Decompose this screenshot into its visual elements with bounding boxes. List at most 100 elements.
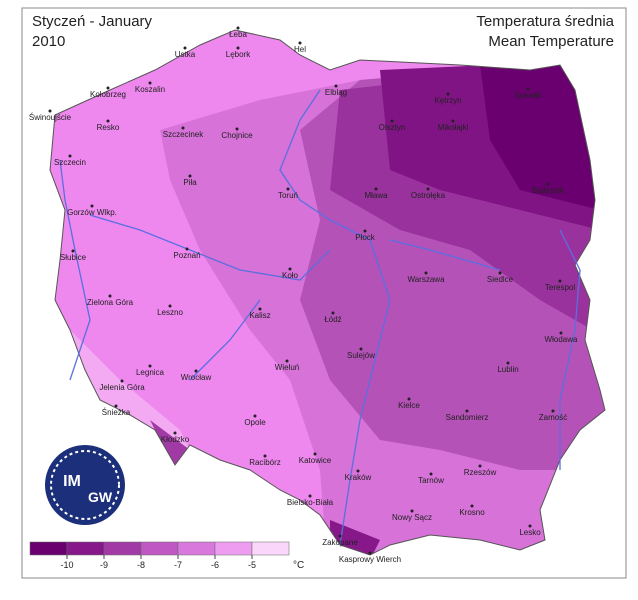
city-marker	[356, 469, 360, 473]
city-label: Lublin	[497, 365, 518, 374]
city-label: Rzeszów	[464, 468, 497, 477]
city-marker	[236, 26, 240, 30]
city-marker	[194, 369, 198, 373]
city-label: Gorzów Wlkp.	[67, 208, 117, 217]
city-marker	[308, 494, 312, 498]
city-label: Mława	[364, 191, 388, 200]
city-marker	[526, 87, 530, 91]
city-label: Śnieżka	[102, 408, 131, 417]
city-marker	[120, 379, 124, 383]
city-marker	[236, 46, 240, 50]
year: 2010	[32, 33, 65, 50]
city-marker	[168, 304, 172, 308]
city-marker	[558, 279, 562, 283]
city-label: Zakopane	[322, 538, 358, 547]
city-label: Terespol	[545, 283, 575, 292]
city-label: Zamość	[539, 413, 567, 422]
city-marker	[114, 404, 118, 408]
legend: -10 -9 -8 -7 -6 -5 °C	[29, 541, 304, 571]
city-marker	[71, 249, 75, 253]
city-marker	[68, 154, 72, 158]
city-label: Włodawa	[545, 335, 578, 344]
city-marker	[181, 126, 185, 130]
city-label: Wrocław	[181, 373, 212, 382]
legend-swatch	[214, 541, 253, 556]
city-marker	[90, 204, 94, 208]
city-label: Nowy Sącz	[392, 513, 432, 522]
city-label: Mikołajki	[438, 123, 469, 132]
city-label: Koszalin	[135, 85, 165, 94]
city-marker	[407, 397, 411, 401]
city-label: Opole	[244, 418, 266, 427]
city-label: Resko	[97, 123, 120, 132]
city-label: Ustka	[175, 50, 196, 59]
city-label: Hel	[294, 45, 306, 54]
city-marker	[528, 524, 532, 528]
city-marker	[551, 409, 555, 413]
city-marker	[451, 119, 455, 123]
city-label: Płock	[355, 233, 376, 242]
city-marker	[368, 551, 372, 555]
city-label: Kalisz	[249, 311, 270, 320]
city-marker	[446, 92, 450, 96]
logo: IM GW	[45, 445, 125, 525]
legend-swatch	[140, 541, 179, 556]
legend-unit: °C	[293, 560, 304, 571]
city-marker	[410, 509, 414, 513]
title: Styczeń - January	[32, 13, 153, 30]
city-marker	[235, 127, 239, 131]
city-label: Lębork	[226, 50, 251, 59]
city-marker	[498, 271, 502, 275]
city-marker	[424, 271, 428, 275]
city-marker	[288, 267, 292, 271]
city-marker	[546, 182, 550, 186]
city-marker	[263, 454, 267, 458]
city-marker	[478, 464, 482, 468]
legend-swatch	[251, 541, 290, 556]
city-marker	[559, 331, 563, 335]
logo-text: IM	[63, 473, 81, 490]
city-marker	[334, 84, 338, 88]
city-label: Siedlce	[487, 275, 514, 284]
city-label: Ostrołęka	[411, 191, 446, 200]
city-label: Bielsko-Biała	[287, 498, 334, 507]
city-marker	[106, 119, 110, 123]
city-marker	[429, 472, 433, 476]
city-marker	[374, 187, 378, 191]
city-marker	[470, 504, 474, 508]
city-label: Toruń	[278, 191, 298, 200]
city-label: Sulejów	[347, 351, 375, 360]
city-marker	[338, 534, 342, 538]
city-marker	[148, 364, 152, 368]
legend-label: -6	[211, 560, 219, 570]
city-label: Szczecin	[54, 158, 86, 167]
city-marker	[108, 294, 112, 298]
city-marker	[286, 187, 290, 191]
city-marker	[106, 86, 110, 90]
city-marker	[185, 247, 189, 251]
city-marker	[465, 409, 469, 413]
rivers	[59, 89, 581, 546]
city-marker	[426, 187, 430, 191]
city-label: Kraków	[345, 473, 372, 482]
city-marker	[285, 359, 289, 363]
city-label: Olsztyn	[379, 123, 406, 132]
city-marker	[188, 174, 192, 178]
city-marker	[173, 431, 177, 435]
city-marker	[506, 361, 510, 365]
city-marker	[313, 452, 317, 456]
city-label: Leszno	[157, 308, 183, 317]
city-label: Słubice	[60, 253, 87, 262]
city-marker	[183, 46, 187, 50]
city-label: Kołobrzeg	[90, 90, 126, 99]
city-marker	[359, 347, 363, 351]
legend-label: -10	[60, 560, 73, 570]
city-label: Szczecinek	[163, 130, 204, 139]
city-label: Kasprowy Wierch	[339, 555, 401, 564]
city-label: Koło	[282, 271, 299, 280]
city-label: Kielce	[398, 401, 420, 410]
city-label: Tarnów	[418, 476, 444, 485]
city-label: Świnoujście	[29, 113, 72, 122]
city-label: Łeba	[229, 30, 247, 39]
